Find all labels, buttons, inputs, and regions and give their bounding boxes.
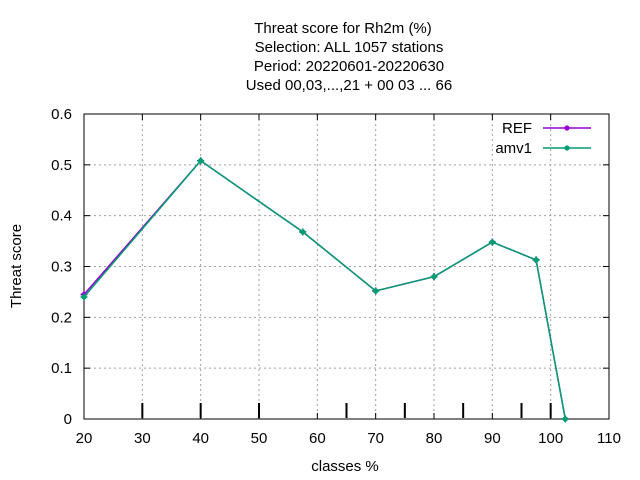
x-tick-label: 70	[367, 430, 384, 447]
x-tick-label: 40	[192, 430, 209, 447]
data-point-amv1	[372, 287, 380, 295]
grid-lines	[84, 114, 609, 419]
data-point-amv1	[532, 256, 540, 264]
title-line-3: Period: 20220601-20220630	[254, 58, 444, 75]
series-line-amv1	[83, 159, 567, 420]
x-tick-label: 110	[597, 430, 621, 447]
legend-label: amv1	[495, 140, 532, 157]
axis-ticks: 20 30 40 50 60 70 80 90 100 110 0 0.1 0.2 0.3 0.4 0.5 0.…	[51, 106, 621, 447]
legend-item-amv1: amv1	[495, 140, 591, 157]
x-tick-label: 100	[538, 430, 563, 447]
x-tick-label: 30	[134, 430, 151, 447]
class-marks	[141, 403, 552, 418]
title-line-1: Threat score for Rh2m (%)	[254, 20, 432, 37]
x-axis-label: classes %	[311, 458, 379, 475]
legend-item-ref: REF	[502, 120, 591, 137]
data-point-amv1	[488, 238, 496, 246]
legend-marker	[564, 125, 570, 131]
x-tick-label: 50	[251, 430, 268, 447]
y-tick-label: 0.4	[51, 208, 72, 225]
y-tick-label: 0.6	[51, 106, 72, 123]
y-tick-label: 0.5	[51, 157, 72, 174]
x-tick-label: 20	[76, 430, 93, 447]
legend-marker	[564, 145, 570, 151]
title-line-4: Used 00,03,...,21 + 00 03 ... 66	[246, 77, 452, 94]
data-point-amv1	[197, 157, 205, 165]
legend-label: REF	[502, 120, 532, 137]
legend: REF amv1	[495, 120, 591, 157]
y-tick-label: 0.1	[51, 360, 72, 377]
x-tick-label: 60	[309, 430, 326, 447]
data-point-amv1	[430, 273, 438, 281]
x-tick-label: 90	[484, 430, 501, 447]
y-tick-label: 0.3	[51, 259, 72, 276]
x-tick-label: 80	[426, 430, 443, 447]
chart-title: Threat score for Rh2m (%) Selection: ALL…	[246, 20, 452, 94]
series-lines	[80, 157, 569, 423]
data-point-amv1	[561, 415, 569, 423]
data-point-amv1	[299, 228, 307, 236]
series-line-ref	[83, 159, 567, 420]
title-line-2: Selection: ALL 1057 stations	[255, 39, 444, 56]
y-axis-label: Threat score	[8, 224, 25, 308]
y-tick-label: 0.2	[51, 309, 72, 326]
y-tick-label: 0	[64, 411, 72, 428]
data-point-amv1	[80, 293, 88, 301]
